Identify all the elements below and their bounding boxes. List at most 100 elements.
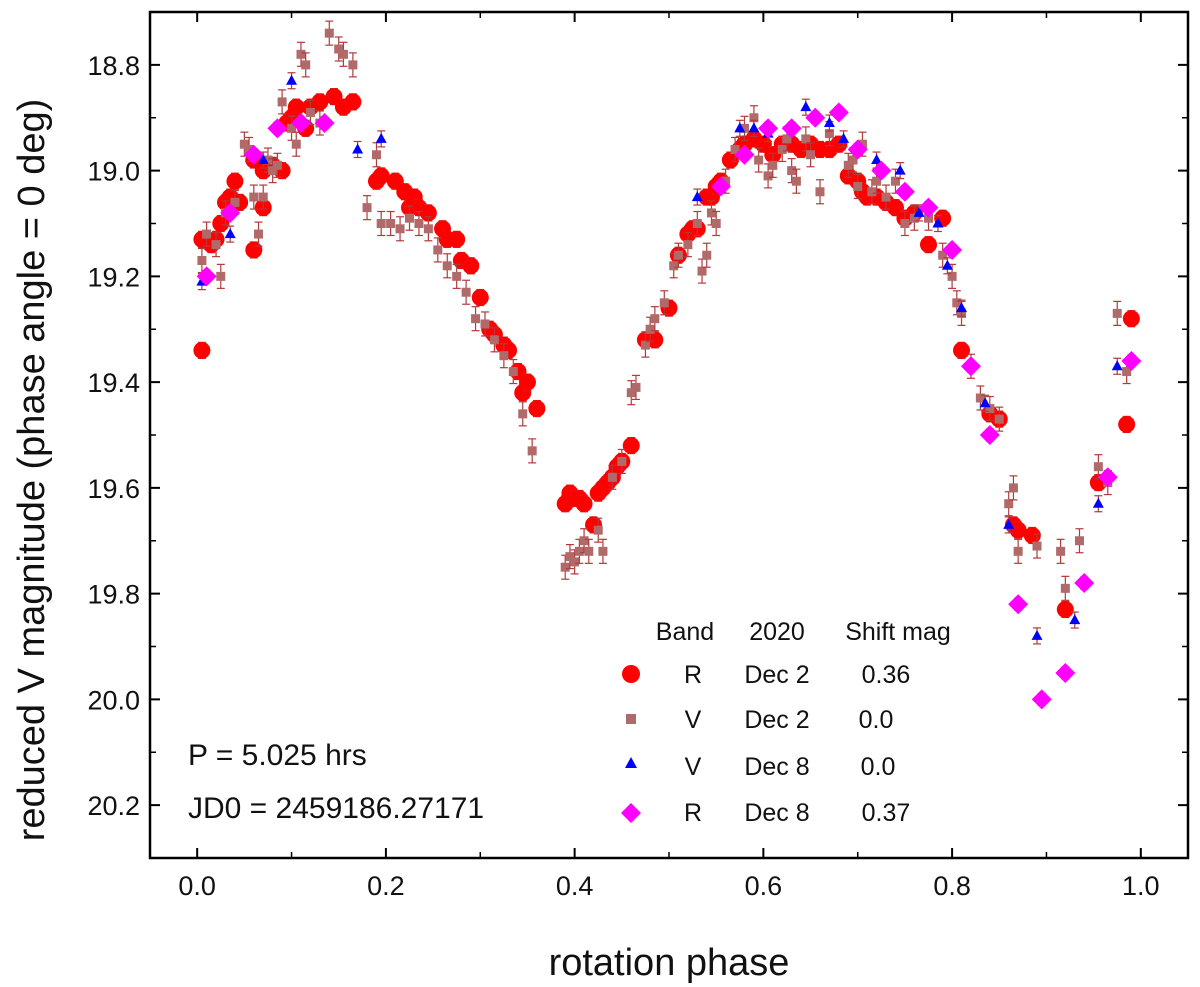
data-point-v-dec2 [570,557,580,567]
data-point-v-dec2 [947,271,957,281]
data-point-r-dec8 [267,118,288,139]
data-point-v-dec2 [763,171,773,181]
data-point-v-dec2 [791,176,801,186]
y-tick-label: 20.0 [87,685,140,715]
data-point-v-dec2 [376,219,386,228]
data-point-v-dec2 [787,166,797,176]
data-point-r-dec8 [734,144,755,165]
data-point-v-dec2 [1112,308,1122,318]
data-point-v-dec8 [286,74,298,85]
data-point-v-dec2 [626,388,636,398]
data-point-v-dec2 [348,60,358,70]
data-point-r-dec2 [1118,415,1136,433]
legend-band: R [684,661,702,689]
data-point-v-dec2 [754,155,764,165]
data-point-r-dec8 [918,197,939,218]
data-point-v-dec8 [375,132,387,143]
legend-entry-r-dec8: R Dec 8 0.37 [621,799,910,827]
data-point-v-dec2 [645,324,655,334]
data-point-v-dec8 [352,143,364,154]
data-point-v-dec2 [985,404,995,414]
data-point-v-dec8 [913,206,925,217]
data-point-v-dec2 [706,208,716,218]
data-point-r-dec2 [419,204,437,222]
x-tick-label: 0.8 [933,871,971,901]
data-point-v-dec2 [994,414,1004,424]
data-point-v-dec2 [239,139,249,149]
data-point-v-dec2 [480,319,490,329]
data-point-v-dec2 [1074,536,1084,546]
data-point-v-dec2 [291,139,301,149]
data-point-v-dec8 [838,132,850,143]
data-point-v-dec2 [683,240,693,250]
data-point-r-dec2 [1056,600,1074,618]
plot-frame [148,10,1190,860]
data-point-v-dec8 [1003,518,1015,529]
data-point-v-dec2 [1060,583,1070,593]
legend-date: Dec 2 [744,706,809,734]
data-point-v-dec2 [338,49,348,59]
x-tick-label: 1.0 [1122,871,1160,901]
data-point-v-dec2 [867,187,877,197]
data-point-v-dec8 [894,164,906,175]
data-point-v-dec2 [579,536,589,546]
data-point-v-dec2 [593,525,603,535]
data-point-v-dec2 [952,298,962,308]
data-point-r-dec2 [226,172,244,190]
data-point-v-dec2 [258,192,268,202]
data-point-r-dec8 [314,113,335,134]
y-tick-label: 19.4 [87,368,140,398]
legend-band: R [684,799,702,827]
data-point-v-dec2 [216,271,226,281]
data-point-v-dec2 [574,546,584,556]
data-point-v-dec2 [1032,541,1042,551]
data-point-v-dec2 [607,472,617,482]
data-point-v-dec2 [433,245,443,255]
data-point-v-dec2 [565,552,575,562]
data-point-r-dec8 [979,425,1000,445]
data-point-r-dec2 [462,257,480,275]
data-point-r-dec2 [344,93,362,111]
period-annotation: P = 5.025 hrs [188,739,367,772]
data-point-r-dec2 [575,495,593,513]
x-tick-label: 0.4 [556,871,594,901]
data-point-v-dec2 [423,224,433,234]
data-point-v-dec2 [277,97,287,107]
y-tick-label: 19.6 [87,474,140,504]
data-point-v-dec2 [631,382,641,392]
data-point-r-dec8 [942,239,963,260]
data-point-v-dec2 [386,219,396,228]
data-point-v-dec2 [272,160,282,170]
data-point-v-dec2 [197,256,207,266]
data-point-v-dec2 [711,219,721,228]
data-point-v-dec2 [857,139,867,149]
data-point-v-dec2 [640,340,650,350]
data-point-v-dec2 [305,107,315,117]
data-point-v-dec8 [734,122,746,133]
data-point-v-dec2 [560,562,570,572]
legend-date: Dec 8 [744,753,809,781]
data-point-r-dec2 [193,341,211,359]
data-point-r-dec8 [1074,573,1095,594]
data-point-v-dec2 [1013,546,1023,556]
legend: Band 2020 Shift mag R Dec 2 0.36 V Dec 2… [621,618,951,827]
data-point-v-dec2 [881,192,891,202]
x-tick-label: 0.2 [367,871,405,901]
data-point-r-dec8 [1031,689,1052,710]
data-point-v-dec2 [1122,367,1132,377]
data-point-r-dec8 [290,113,311,134]
data-point-v-dec2 [806,150,816,160]
data-point-r-dec8 [1008,594,1029,615]
data-point-v-dec2 [442,261,452,271]
y-tick-label: 19.8 [87,580,140,610]
data-point-r-dec2 [528,400,546,418]
data-point-v-dec2 [749,113,759,123]
legend-entry-v-dec8: V Dec 8 0.0 [625,753,895,781]
data-point-v-dec2 [617,456,627,466]
data-point-v-dec2 [1008,483,1018,493]
data-point-v-dec8 [1069,614,1081,625]
data-point-v-dec2 [730,144,740,154]
data-point-v-dec2 [673,250,683,260]
data-point-v-dec8 [1111,360,1123,371]
data-point-v-dec2 [254,229,264,239]
